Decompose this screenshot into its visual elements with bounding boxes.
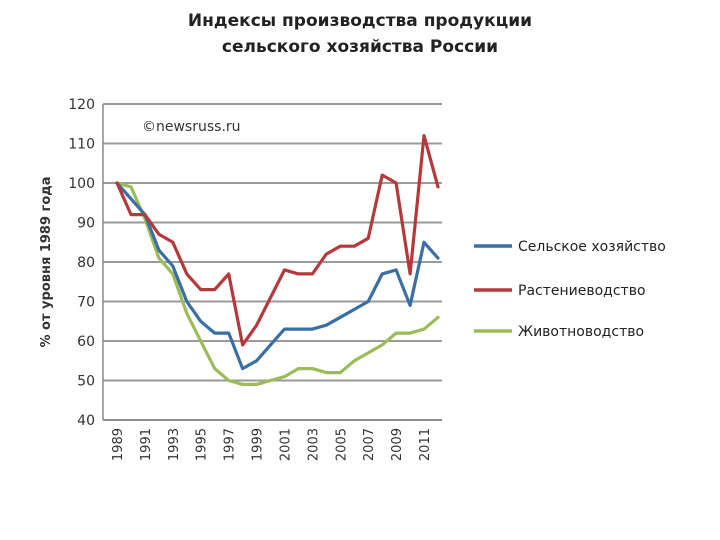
x-tick-label: 2009 <box>390 428 405 461</box>
x-tick-label: 1995 <box>195 428 210 461</box>
axes <box>102 104 442 421</box>
series-lines <box>115 134 440 386</box>
y-tick-label: 110 <box>68 137 95 153</box>
legend: Сельское хозяйство Растениеводство Животно… <box>474 239 666 340</box>
x-tick-label: 2007 <box>362 428 377 461</box>
chart-title: Индексы производства продукции сельского… <box>100 8 620 60</box>
chart-title-line-2: сельского хозяйства России <box>221 37 499 57</box>
x-tick-label: 2005 <box>334 428 349 461</box>
y-tick-label: 70 <box>77 295 95 311</box>
y-tick-label: 40 <box>77 413 95 429</box>
x-tick-label: 1989 <box>111 428 126 461</box>
y-tick-label: 100 <box>68 176 95 192</box>
watermark-text: ©newsruss.ru <box>142 119 241 135</box>
y-tick-label: 90 <box>77 216 95 232</box>
y-tick-labels: 40 50 60 70 80 90 100 110 120 <box>68 97 95 429</box>
chart-title-line-1: Индексы производства продукции <box>187 11 533 31</box>
legend-label-3: Животноводство <box>518 324 644 340</box>
grid-lines <box>103 103 442 421</box>
y-tick-label: 120 <box>68 97 95 113</box>
legend-label-2: Растениеводство <box>518 283 646 299</box>
x-tick-label: 1991 <box>139 428 154 461</box>
series-line-1 <box>115 181 440 371</box>
series-line-2 <box>115 134 440 347</box>
y-tick-label: 80 <box>77 255 95 271</box>
x-tick-label: 1993 <box>167 428 182 461</box>
x-tick-label: 2003 <box>306 428 321 461</box>
series-line-3 <box>115 181 440 386</box>
x-tick-label: 2011 <box>418 428 433 461</box>
y-tick-label: 50 <box>77 374 95 390</box>
x-tick-label: 1997 <box>223 428 238 461</box>
x-tick-labels: 1989 1991 1993 1995 1997 1999 2001 2003 2005 2007… <box>111 428 433 461</box>
x-tick-label: 2001 <box>278 428 293 461</box>
y-axis-label: % от уровня 1989 года <box>39 176 54 347</box>
x-tick-label: 1999 <box>251 428 266 461</box>
y-tick-label: 60 <box>77 334 95 350</box>
legend-label-1: Сельское хозяйство <box>518 239 666 255</box>
